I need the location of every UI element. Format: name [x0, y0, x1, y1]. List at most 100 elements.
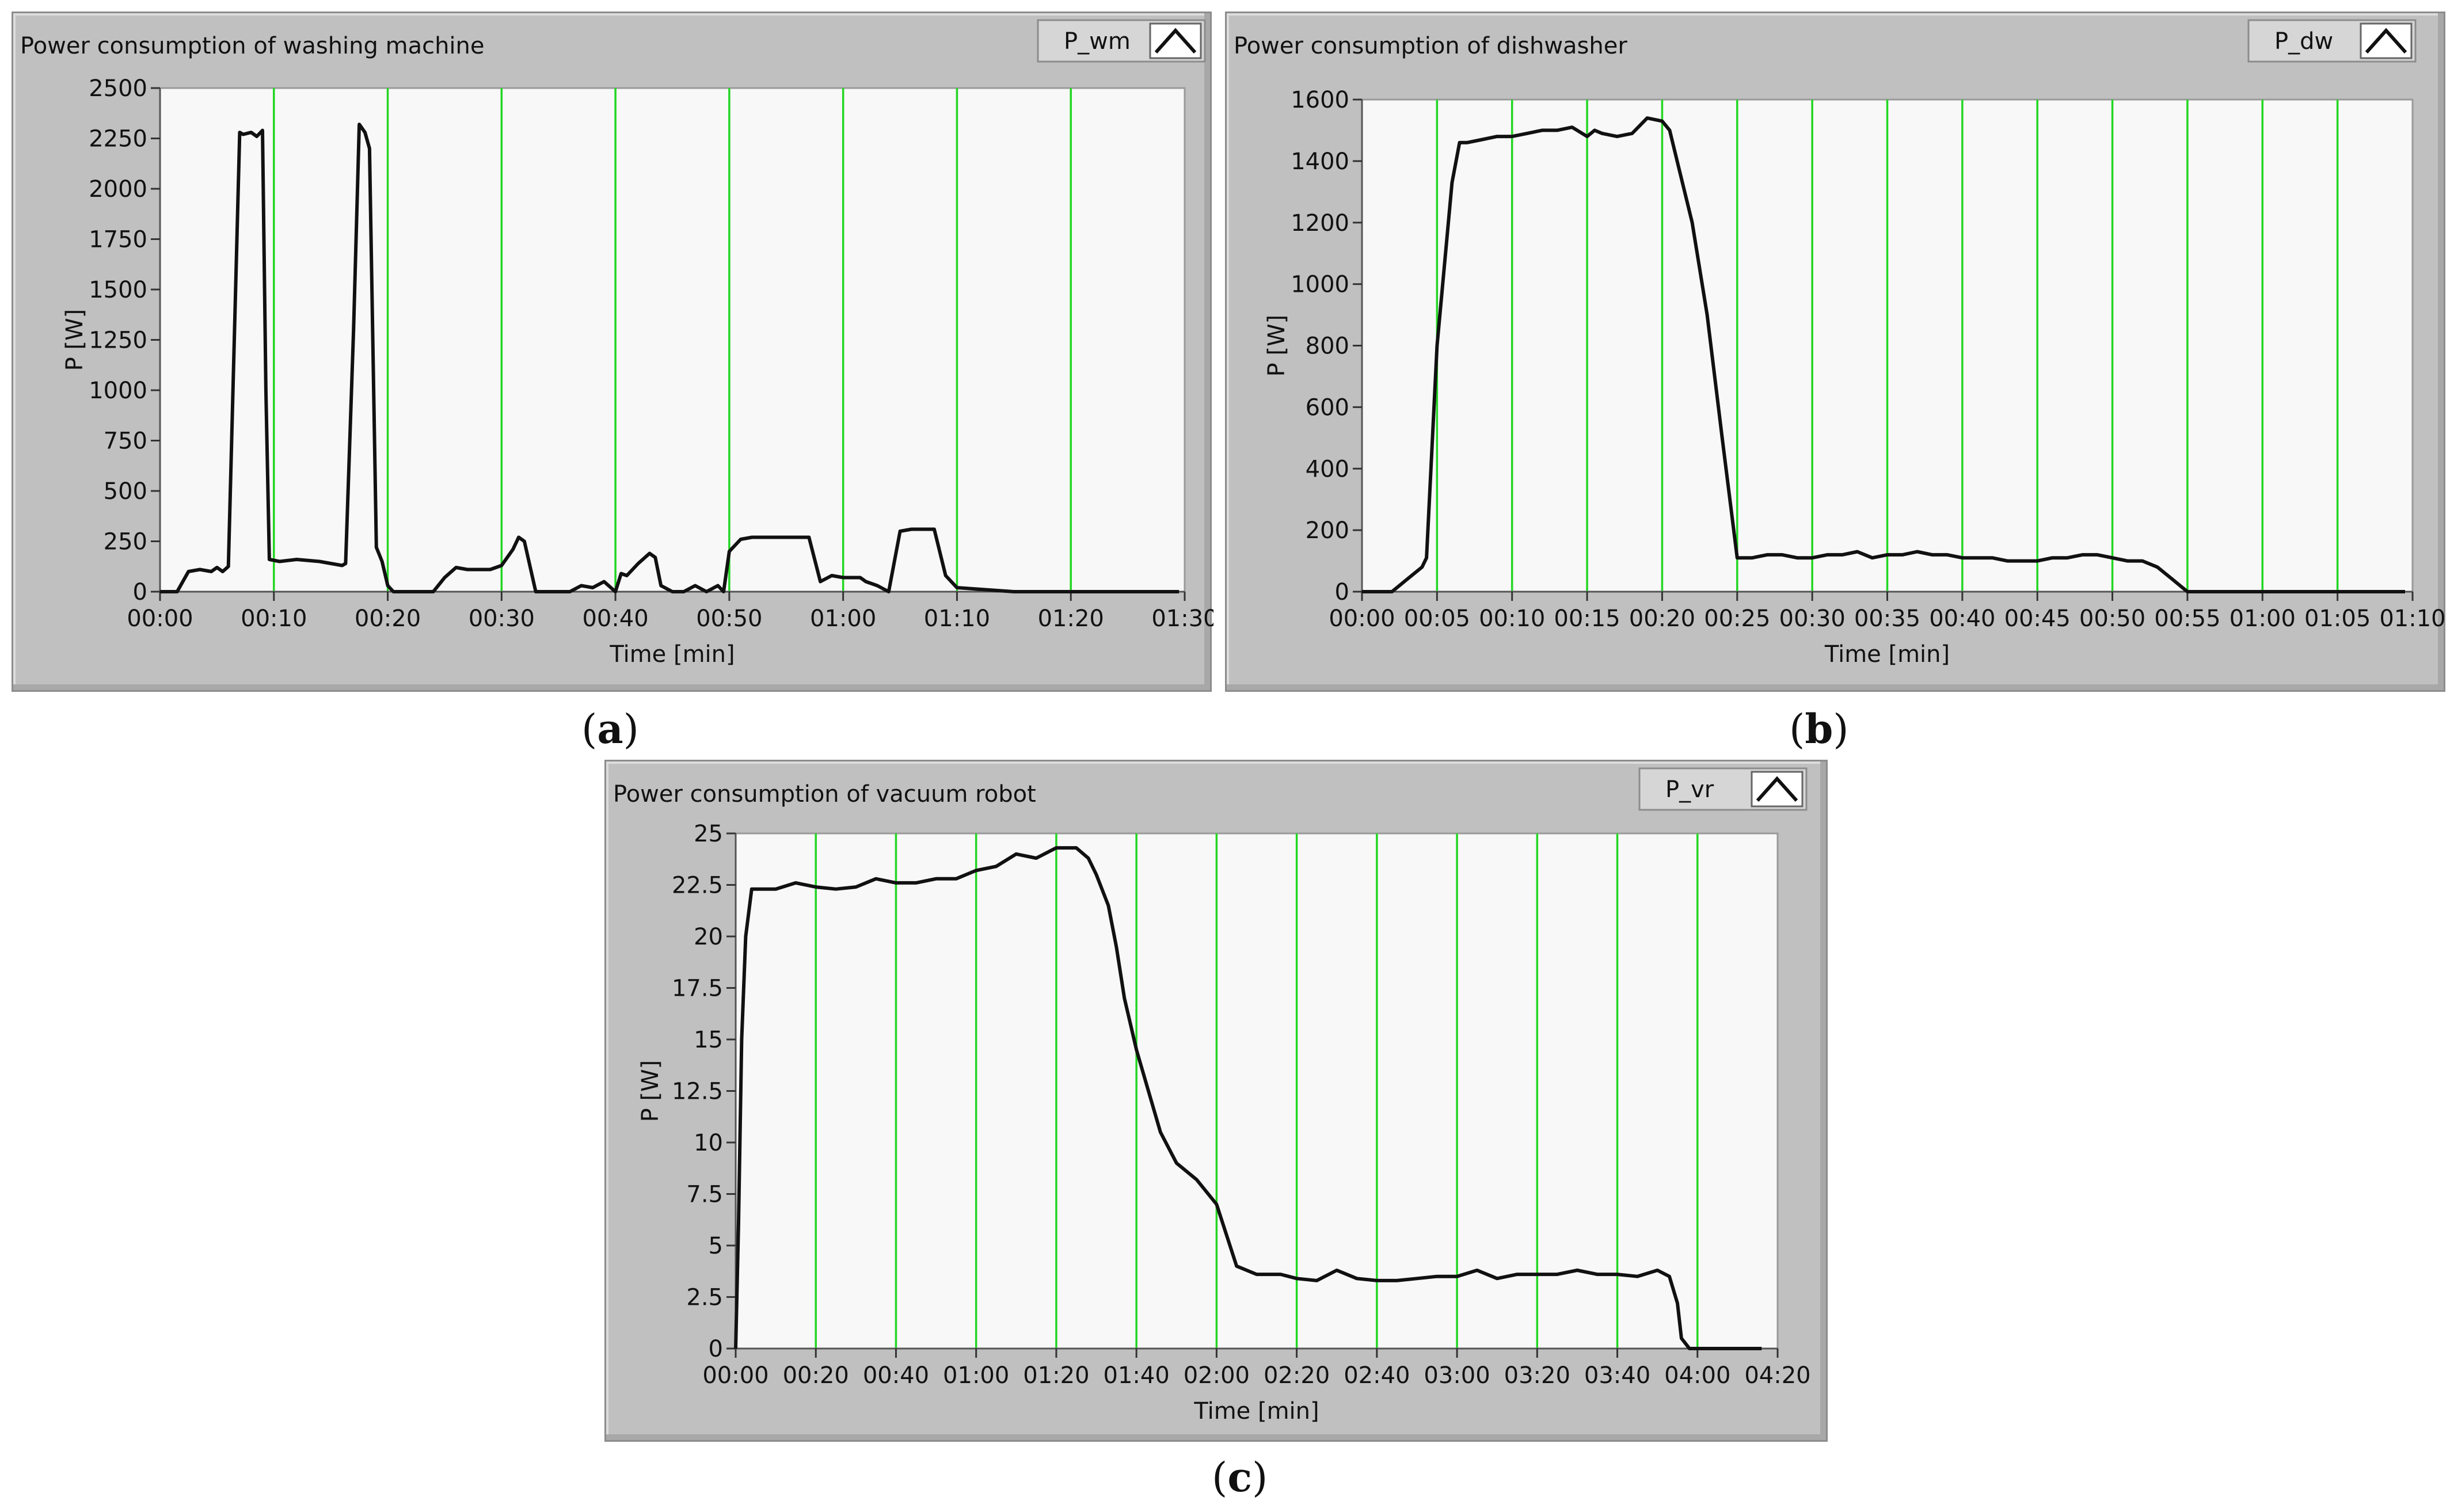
y-tick-label: 800	[1306, 333, 1349, 360]
x-tick-label: 02:00	[1184, 1362, 1250, 1389]
x-tick-label: 00:40	[582, 605, 648, 632]
x-tick-label: 00:40	[863, 1362, 929, 1389]
line-icon	[1756, 776, 1798, 802]
line-icon	[1154, 28, 1197, 54]
legend: P_wm	[1037, 19, 1206, 63]
y-axis-label: P [W]	[637, 1060, 664, 1122]
chart-panel-dishwasher: Power consumption of dishwasher P_dw 0 200 4…	[1225, 12, 2446, 692]
y-tick-label: 250	[104, 529, 147, 555]
x-tick-label: 03:00	[1424, 1362, 1490, 1389]
caption-c: (c)	[1212, 1453, 1268, 1501]
x-tick-label: 00:00	[127, 605, 193, 632]
y-tick-label: 1500	[89, 277, 147, 303]
caption-a: (a)	[581, 705, 639, 753]
y-tick-label: 0	[133, 579, 147, 605]
x-tick-label: 04:00	[1664, 1362, 1730, 1389]
series-line	[1362, 116, 2405, 593]
y-axis-label: P [W]	[1264, 315, 1290, 377]
x-tick-label: 00:20	[783, 1362, 849, 1389]
x-tick-label: 00:40	[1929, 605, 1995, 632]
y-tick-label: 15	[694, 1027, 723, 1053]
x-tick-label: 01:20	[1023, 1362, 1089, 1389]
y-tick-label: 2500	[89, 75, 147, 102]
x-tick-label: 00:45	[2004, 605, 2071, 632]
x-tick-label: 01:05	[2304, 605, 2371, 632]
x-tick-label: 00:10	[241, 605, 307, 632]
x-tick-label: 00:20	[1629, 605, 1695, 632]
y-tick-label: 1400	[1291, 148, 1349, 175]
y-tick-label: 1250	[89, 327, 147, 354]
x-tick-label: 01:10	[2379, 605, 2445, 632]
y-tick-label: 0	[709, 1336, 723, 1362]
legend-label: P_dw	[2274, 28, 2333, 55]
y-tick-label: 1600	[1291, 87, 1349, 113]
x-tick-label: 00:30	[1779, 605, 1846, 632]
x-tick-label: 00:05	[1404, 605, 1470, 632]
x-tick-label: 00:35	[1854, 605, 1920, 632]
chart-title: Power consumption of vacuum robot	[613, 781, 1036, 808]
series-line	[734, 846, 1762, 1350]
plot-area	[735, 832, 1779, 1350]
x-tick-label: 03:20	[1504, 1362, 1570, 1389]
y-tick-label: 500	[104, 478, 147, 505]
y-tick-label: 20	[694, 924, 723, 950]
x-tick-label: 03:40	[1584, 1362, 1650, 1389]
x-tick-label: 00:20	[355, 605, 421, 632]
chart-panel-vacuum-robot: Power consumption of vacuum robot P_vr 0 2.…	[604, 760, 1828, 1442]
chart-title: Power consumption of washing machine	[20, 33, 485, 59]
x-tick-label: 00:00	[702, 1362, 768, 1389]
x-tick-label: 01:00	[2229, 605, 2296, 632]
caption-b: (b)	[1789, 705, 1849, 753]
y-tick-label: 12.5	[672, 1079, 723, 1105]
y-tick-label: 10	[694, 1130, 723, 1156]
x-tick-label: 01:30	[1151, 605, 1213, 632]
y-axis-label: P [W]	[62, 309, 88, 371]
line-icon	[2365, 28, 2407, 54]
x-tick-label: 00:10	[1479, 605, 1545, 632]
y-tick-label: 7.5	[686, 1182, 723, 1208]
x-tick-label: 01:00	[810, 605, 876, 632]
y-tick-label: 25	[694, 821, 723, 847]
x-axis-label: Time [min]	[609, 641, 735, 668]
y-tick-label: 1000	[1291, 272, 1349, 298]
y-tick-label: 1200	[1291, 210, 1349, 237]
x-tick-label: 04:20	[1744, 1362, 1810, 1389]
x-tick-label: 01:40	[1104, 1362, 1170, 1389]
x-tick-label: 01:10	[924, 605, 990, 632]
x-tick-label: 02:40	[1344, 1362, 1410, 1389]
y-tick-label: 1750	[89, 227, 147, 253]
series-line	[160, 123, 1180, 593]
x-tick-label: 01:20	[1038, 605, 1104, 632]
y-tick-label: 17.5	[672, 976, 723, 1002]
legend-label: P_wm	[1064, 28, 1131, 55]
x-tick-label: 02:20	[1264, 1362, 1330, 1389]
x-tick-label: 00:30	[469, 605, 535, 632]
y-tick-label: 5	[709, 1233, 723, 1259]
y-tick-label: 2250	[89, 126, 147, 153]
y-tick-label: 750	[104, 428, 147, 455]
x-tick-label: 01:00	[943, 1362, 1009, 1389]
chart-svg: Power consumption of vacuum robot P_vr 0 2.…	[613, 767, 1811, 1425]
y-tick-label: 600	[1306, 394, 1349, 421]
chart-title: Power consumption of dishwasher	[1234, 33, 1627, 59]
y-tick-label: 0	[1335, 579, 1349, 605]
x-tick-label: 00:50	[696, 605, 762, 632]
x-tick-label: 00:15	[1554, 605, 1620, 632]
x-axis-label: Time [min]	[1193, 1398, 1319, 1425]
x-tick-label: 00:50	[2079, 605, 2145, 632]
chart-panel-washing-machine: Power consumption of washing machine P_wm…	[12, 12, 1213, 692]
plot-area	[159, 87, 1186, 593]
legend: P_vr	[1638, 767, 1808, 811]
y-tick-label: 2.5	[686, 1285, 723, 1311]
x-tick-label: 00:25	[1704, 605, 1770, 632]
legend: P_dw	[2247, 19, 2417, 63]
y-tick-label: 200	[1306, 517, 1349, 544]
legend-label: P_vr	[1665, 776, 1714, 803]
y-tick-label: 22.5	[672, 873, 723, 899]
x-tick-label: 00:55	[2154, 605, 2220, 632]
chart-svg: Power consumption of dishwasher P_dw 0 200 4…	[1234, 19, 2446, 668]
y-tick-label: 400	[1306, 456, 1349, 482]
x-axis-label: Time [min]	[1824, 641, 1950, 668]
y-tick-label: 1000	[89, 378, 147, 404]
y-tick-label: 2000	[89, 176, 147, 203]
